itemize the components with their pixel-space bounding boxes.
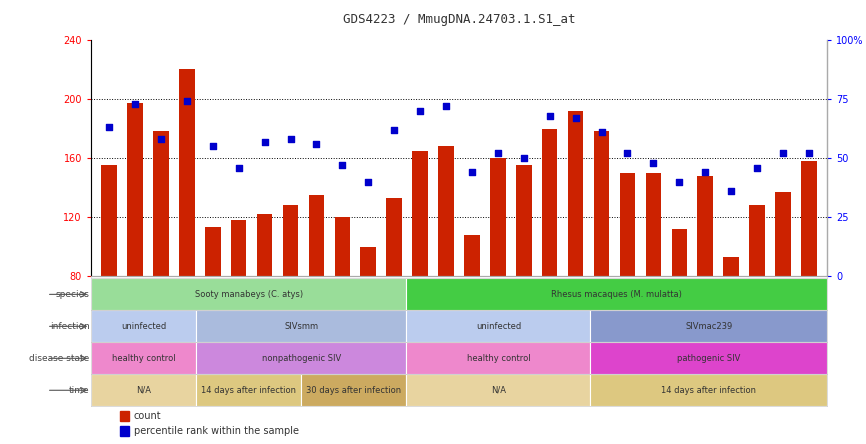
Text: infection: infection: [49, 322, 89, 331]
Bar: [591, 374, 827, 406]
Bar: [386, 198, 402, 276]
Text: SIVmac239: SIVmac239: [685, 322, 733, 331]
Bar: [91, 374, 196, 406]
Bar: [723, 257, 739, 276]
Bar: [464, 235, 480, 276]
Point: [646, 159, 660, 166]
Bar: [591, 342, 827, 374]
Bar: [645, 173, 661, 276]
Bar: [91, 310, 196, 342]
Point: [361, 178, 375, 185]
Text: N/A: N/A: [491, 386, 506, 395]
Bar: [282, 205, 298, 276]
Text: species: species: [55, 290, 89, 299]
Bar: [205, 227, 221, 276]
Bar: [101, 166, 117, 276]
Bar: [231, 220, 247, 276]
Bar: [438, 146, 454, 276]
Bar: [127, 103, 143, 276]
Text: time: time: [68, 386, 89, 395]
Text: count: count: [133, 411, 161, 421]
Point: [621, 150, 635, 157]
Text: 30 days after infection: 30 days after infection: [307, 386, 401, 395]
Point: [595, 128, 609, 135]
Bar: [406, 374, 591, 406]
Text: 14 days after infection: 14 days after infection: [201, 386, 296, 395]
Bar: [196, 310, 406, 342]
Text: Rhesus macaques (M. mulatta): Rhesus macaques (M. mulatta): [552, 290, 682, 299]
Point: [102, 124, 116, 131]
Point: [154, 135, 168, 143]
Point: [232, 164, 246, 171]
Text: GDS4223 / MmugDNA.24703.1.S1_at: GDS4223 / MmugDNA.24703.1.S1_at: [343, 13, 575, 26]
Point: [387, 126, 401, 133]
Bar: [406, 310, 591, 342]
Point: [569, 115, 583, 122]
Point: [439, 103, 453, 110]
Bar: [91, 278, 406, 310]
Bar: [594, 131, 610, 276]
Text: healthy control: healthy control: [112, 354, 175, 363]
Text: Sooty manabeys (C. atys): Sooty manabeys (C. atys): [195, 290, 303, 299]
Bar: [334, 217, 350, 276]
Point: [258, 138, 272, 145]
Point: [517, 155, 531, 162]
Text: healthy control: healthy control: [467, 354, 530, 363]
Bar: [490, 158, 506, 276]
Text: disease state: disease state: [29, 354, 89, 363]
Point: [335, 162, 349, 169]
Bar: [308, 195, 324, 276]
Point: [543, 112, 557, 119]
Point: [206, 143, 220, 150]
Point: [465, 169, 479, 176]
Point: [491, 150, 505, 157]
Text: SIVsmm: SIVsmm: [284, 322, 319, 331]
Bar: [516, 166, 532, 276]
Point: [724, 187, 738, 194]
Bar: [196, 342, 406, 374]
Text: uninfected: uninfected: [475, 322, 521, 331]
Point: [413, 107, 427, 115]
Bar: [406, 342, 591, 374]
Bar: [697, 176, 713, 276]
Bar: [801, 161, 817, 276]
Text: percentile rank within the sample: percentile rank within the sample: [133, 426, 299, 436]
Text: nonpathogenic SIV: nonpathogenic SIV: [262, 354, 341, 363]
Bar: [542, 129, 558, 276]
Bar: [620, 173, 636, 276]
Bar: [91, 342, 196, 374]
Bar: [153, 131, 169, 276]
Text: N/A: N/A: [136, 386, 151, 395]
Bar: [412, 151, 428, 276]
Point: [672, 178, 686, 185]
Point: [750, 164, 764, 171]
Text: pathogenic SIV: pathogenic SIV: [677, 354, 740, 363]
Bar: [775, 192, 791, 276]
Bar: [196, 374, 301, 406]
Bar: [257, 214, 273, 276]
Bar: [360, 247, 376, 276]
Text: 14 days after infection: 14 days after infection: [662, 386, 756, 395]
Bar: [120, 411, 129, 421]
Bar: [568, 111, 584, 276]
Point: [283, 135, 297, 143]
Bar: [749, 205, 765, 276]
Point: [802, 150, 816, 157]
Bar: [406, 278, 827, 310]
Bar: [179, 70, 195, 276]
Bar: [120, 426, 129, 436]
Point: [180, 98, 194, 105]
Point: [776, 150, 790, 157]
Bar: [591, 310, 827, 342]
Point: [309, 140, 323, 147]
Point: [128, 100, 142, 107]
Bar: [671, 229, 687, 276]
Text: uninfected: uninfected: [121, 322, 166, 331]
Bar: [301, 374, 406, 406]
Point: [698, 169, 712, 176]
